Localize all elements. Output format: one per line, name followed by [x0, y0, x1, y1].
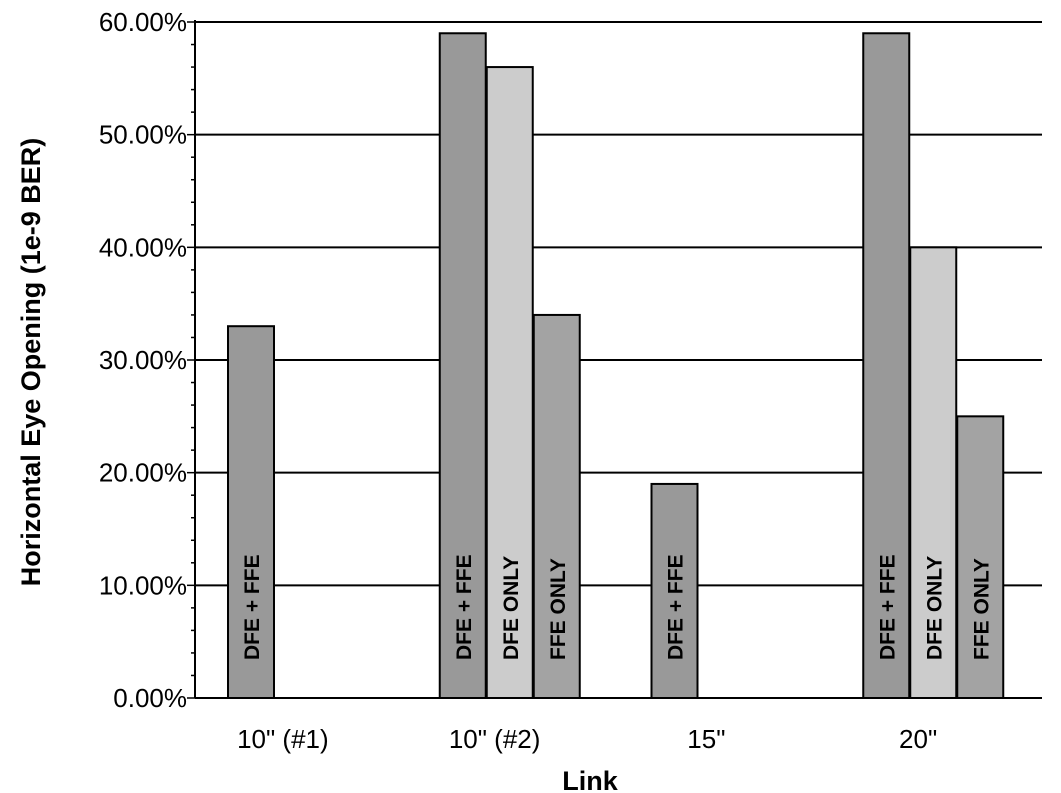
y-tick-label: 30.00%	[99, 345, 187, 375]
y-tick-label: 10.00%	[99, 570, 187, 600]
bar-label: FFE ONLY	[547, 558, 570, 660]
bar	[956, 415, 1005, 699]
y-tick-label: 0.00%	[113, 683, 187, 713]
x-tick-labels: 10" (#1) 10" (#2) 15" 20"	[237, 724, 937, 754]
bar-label: DFE + FFE	[241, 554, 264, 660]
y-tick-label: 50.00%	[99, 120, 187, 150]
bar	[862, 32, 911, 700]
y-tick-label: 40.00%	[99, 232, 187, 262]
y-axis-title: Horizontal Eye Opening (1e-9 BER)	[16, 138, 46, 587]
x-tick-label: 15"	[687, 724, 725, 754]
y-tick-label: 20.00%	[99, 458, 187, 488]
x-tick-label: 10" (#1)	[237, 724, 329, 754]
bar-label: DFE ONLY	[500, 556, 523, 660]
bar	[909, 246, 958, 699]
bar-label: DFE + FFE	[453, 554, 476, 660]
bar-label: FFE ONLY	[970, 558, 993, 660]
axes	[187, 20, 1042, 699]
bar	[650, 482, 699, 699]
bar-label: DFE ONLY	[923, 556, 946, 660]
y-tick-label: 60.00%	[99, 7, 187, 37]
bars: DFE + FFE DFE + FFE DFE ONLY FFE ONLY DFE + …	[227, 32, 1005, 700]
y-tick-labels: 0.00% 10.00% 20.00% 30.00% 40.00% 50.00% 60.00…	[99, 7, 187, 713]
bar-label: DFE + FFE	[665, 554, 688, 660]
x-tick-label: 10" (#2)	[449, 724, 541, 754]
x-axis-title: Link	[562, 766, 618, 793]
x-tick-label: 20"	[899, 724, 937, 754]
bar-label: DFE + FFE	[876, 554, 899, 660]
